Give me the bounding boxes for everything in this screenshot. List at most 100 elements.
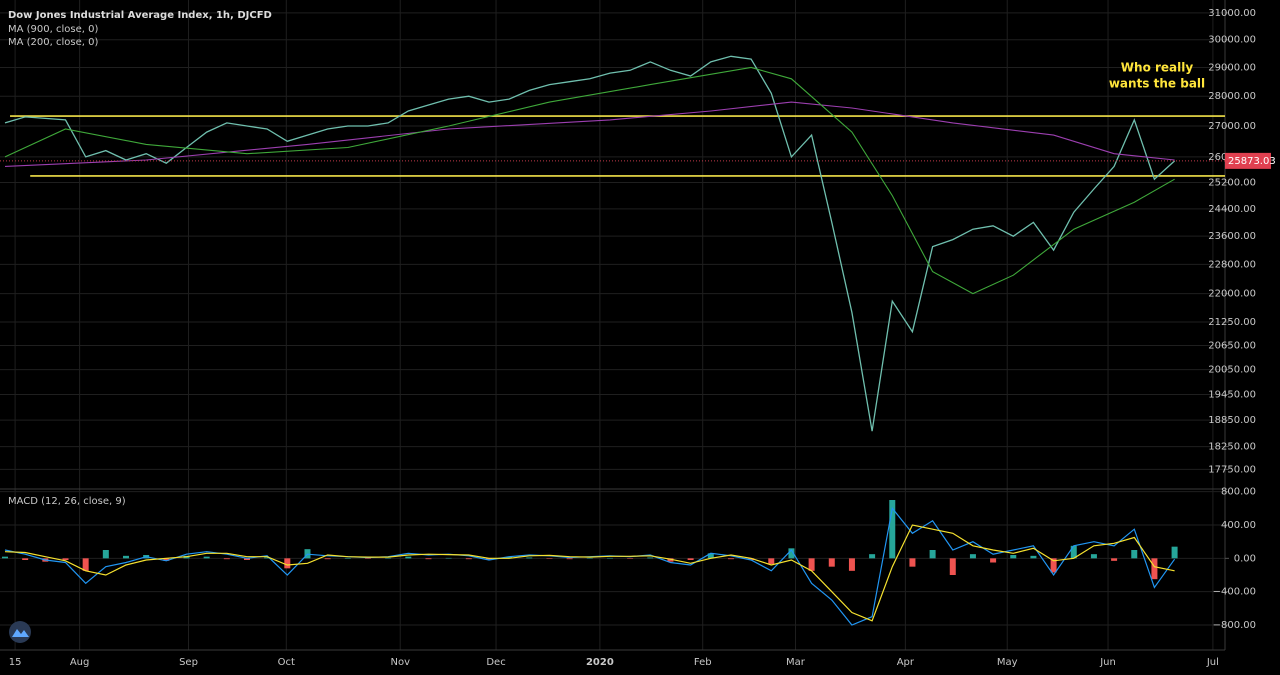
x-tick-label: Sep <box>179 657 198 668</box>
histogram-bar <box>667 558 674 562</box>
histogram-bar <box>324 558 331 560</box>
y-tick-label: 20050.00 <box>1208 365 1256 376</box>
histogram-bar <box>707 553 714 559</box>
histogram-bar <box>2 556 8 559</box>
histogram-bar <box>949 558 956 575</box>
histogram-bar <box>627 558 634 559</box>
histogram-bar <box>788 548 795 559</box>
histogram-bar <box>425 558 432 560</box>
histogram-bar <box>546 558 553 559</box>
y-tick-label: 22000.00 <box>1208 289 1256 300</box>
annotation: wants the ball <box>1109 77 1205 91</box>
histogram-bar <box>647 557 654 559</box>
histogram-bar <box>526 557 533 559</box>
x-tick-label: Jun <box>1099 657 1116 668</box>
y-tick-label: 0.00 <box>1234 553 1256 564</box>
price-label: 25873.03 <box>1228 156 1276 167</box>
histogram-bar <box>687 558 694 560</box>
y-tick-label: 27000.00 <box>1208 121 1256 132</box>
histogram-bar <box>485 558 492 560</box>
y-tick-label: 28000.00 <box>1208 91 1256 102</box>
histogram-bar <box>606 557 613 559</box>
histogram-bar <box>405 556 412 559</box>
histogram-bar <box>385 557 392 559</box>
histogram-bar <box>264 557 271 559</box>
annotation: Who really <box>1121 61 1194 75</box>
histogram-bar <box>869 554 876 559</box>
histogram-bar <box>929 550 936 559</box>
y-tick-label: 30000.00 <box>1208 35 1256 46</box>
histogram-bar <box>1151 558 1158 580</box>
histogram-bar <box>203 556 210 559</box>
chart-title: MACD (12, 26, close, 9) <box>8 496 126 507</box>
price-line <box>4 55 1176 432</box>
histogram-bar <box>1050 558 1057 573</box>
y-tick-label: 23600.00 <box>1208 231 1256 242</box>
histogram-bar <box>1111 558 1118 561</box>
x-tick-label: Aug <box>70 657 90 668</box>
histogram-bar <box>122 555 129 559</box>
legend-entry: MA (900, close, 0) <box>8 24 98 35</box>
histogram-bar <box>62 558 69 560</box>
y-tick-label: 22800.00 <box>1208 259 1256 270</box>
histogram-bar <box>243 558 250 560</box>
grid <box>0 0 1225 650</box>
x-tick-label: May <box>997 657 1018 668</box>
histogram-bar <box>768 558 775 565</box>
logo-icon[interactable] <box>12 629 29 637</box>
y-tick-label: 20650.00 <box>1208 340 1256 351</box>
histogram-bar <box>889 500 896 559</box>
y-tick-label: 800.00 <box>1221 487 1256 498</box>
histogram-bar <box>506 556 513 559</box>
moving-average-line <box>4 66 1175 295</box>
legend-entry: MA (200, close, 0) <box>8 37 98 48</box>
x-tick-label: Jul <box>1206 657 1219 668</box>
y-tick-label: 19450.00 <box>1208 389 1256 400</box>
histogram-bar <box>848 558 855 571</box>
histogram-bar <box>1090 554 1097 559</box>
x-tick-label: 15 <box>9 657 22 668</box>
x-tick-label: Oct <box>278 657 295 668</box>
histogram-bar <box>82 558 89 571</box>
histogram-bar <box>1010 555 1017 559</box>
histogram-bar <box>808 558 815 571</box>
y-tick-label: 31000.00 <box>1208 8 1256 19</box>
histogram-bar <box>1070 545 1077 559</box>
x-tick-label: Nov <box>390 657 410 668</box>
histogram-bar <box>748 558 755 560</box>
price-label-box <box>1225 152 1271 169</box>
histogram-bar <box>445 557 452 559</box>
histogram-bar <box>284 558 291 569</box>
y-tick-label: 24400.00 <box>1208 204 1256 215</box>
histogram-bar <box>727 558 734 560</box>
histogram-bar <box>1131 550 1138 559</box>
x-tick-label: 2020 <box>586 657 614 668</box>
histogram-bar <box>969 554 976 559</box>
x-tick-label: Mar <box>786 657 806 668</box>
y-tick-label: 29000.00 <box>1208 62 1256 73</box>
histogram-bar <box>465 558 472 560</box>
y-tick-label: 17750.00 <box>1208 464 1256 475</box>
x-tick-label: Apr <box>897 657 915 668</box>
y-tick-label: −400.00 <box>1213 587 1256 598</box>
histogram-bar <box>586 557 593 559</box>
histogram-bar <box>102 550 109 559</box>
y-tick-label: 18250.00 <box>1208 442 1256 453</box>
y-tick-label: 18850.00 <box>1208 415 1256 426</box>
histogram-bar <box>163 558 170 561</box>
y-tick-label: 400.00 <box>1221 520 1256 531</box>
histogram-bar <box>1030 555 1037 559</box>
y-tick-label: −800.00 <box>1213 620 1256 631</box>
histogram-bar <box>990 558 997 563</box>
y-tick-label: 25200.00 <box>1208 177 1256 188</box>
logo[interactable] <box>9 621 31 643</box>
logo-circle[interactable] <box>9 621 31 643</box>
x-tick-label: Dec <box>486 657 505 668</box>
histogram-bar <box>22 558 29 560</box>
histogram-bar <box>223 558 230 560</box>
histogram-bar <box>909 558 916 567</box>
histogram-bar <box>566 558 573 560</box>
histogram-bar <box>364 558 371 559</box>
